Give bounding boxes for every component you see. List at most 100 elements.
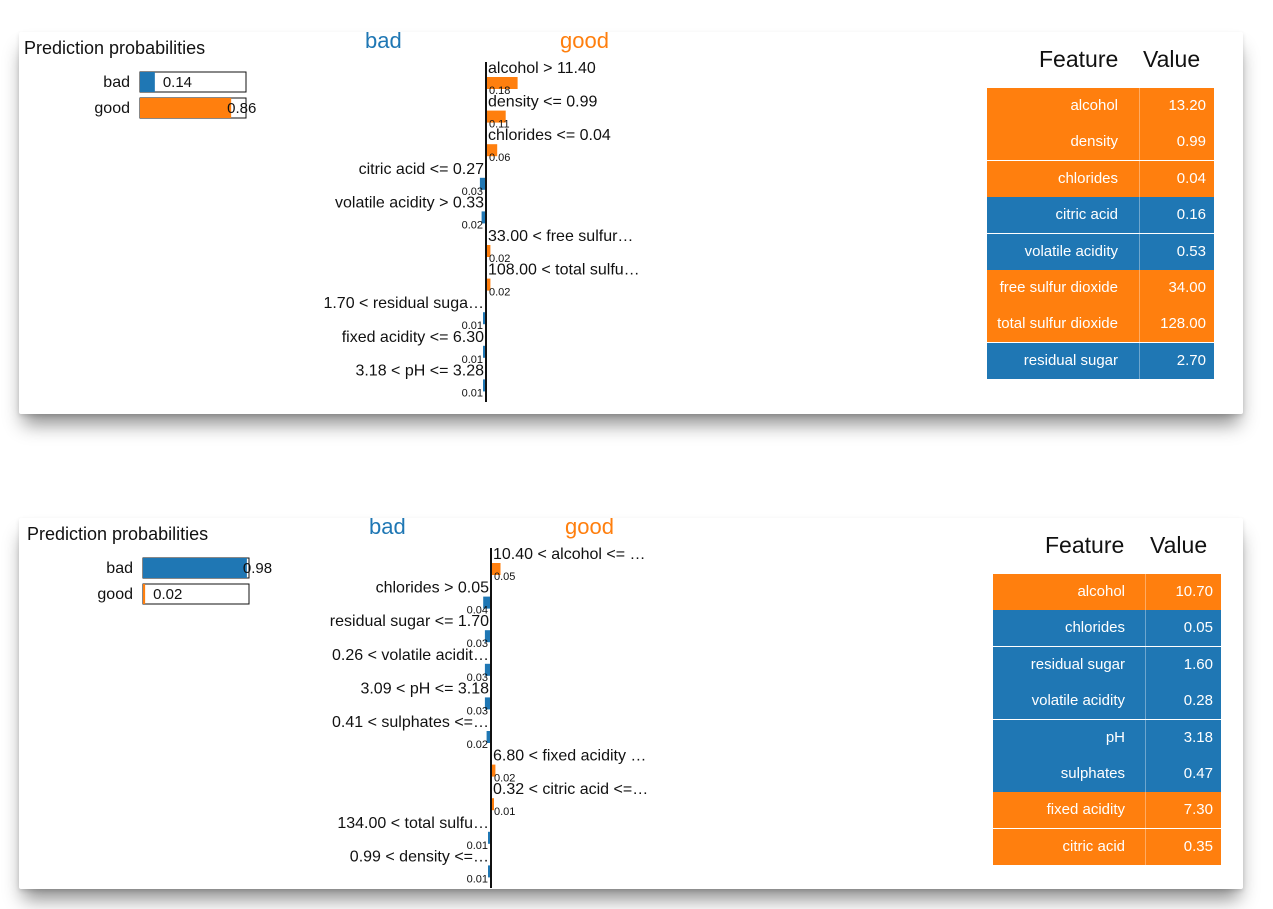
feature-name-cell: citric acid <box>1055 206 1118 224</box>
feature-value-cell: 0.99 <box>1176 133 1206 151</box>
value-column-header: Value <box>1150 532 1208 558</box>
feature-weight-bar <box>484 630 490 643</box>
feature-value-cell: 0.16 <box>1176 206 1206 224</box>
feature-weight-bar <box>492 764 496 777</box>
feature-weight-bar <box>488 831 490 844</box>
feature-table-row: sulphates 0.47 <box>993 756 1221 792</box>
cell-divider <box>1139 88 1140 124</box>
feature-table-row: residual sugar 1.60 <box>993 646 1221 683</box>
feature-label: density <= 0.99 <box>488 94 598 111</box>
feature-weight-value: 0.04 <box>467 605 488 617</box>
cell-divider <box>1139 270 1140 306</box>
feature-value-cell: 0.53 <box>1176 242 1206 260</box>
feature-weight-value: 0.01 <box>462 354 483 366</box>
feature-name-cell: chlorides <box>1057 169 1118 187</box>
feature-label: 3.09 < pH <= 3.18 <box>360 680 489 697</box>
feature-weight-bar <box>492 798 494 811</box>
feature-weight-bar <box>487 278 491 291</box>
feature-weight-value: 0.03 <box>467 638 488 650</box>
cell-divider <box>1139 160 1140 197</box>
prediction-probabilities-title: Prediction probabilities <box>24 38 206 58</box>
feature-weight-bar <box>486 731 490 743</box>
feature-label: 0.32 < citric acid <=… <box>493 781 648 798</box>
cell-divider <box>1139 124 1140 161</box>
feature-value-cell: 3.18 <box>1183 728 1213 746</box>
probability-bar-good <box>140 98 232 118</box>
feature-table-row: chlorides 0.04 <box>987 160 1214 197</box>
feature-value-cell: 1.60 <box>1183 655 1213 673</box>
feature-label: 33.00 < free sulfur… <box>488 228 633 245</box>
feature-weight-value: 0.01 <box>462 387 483 399</box>
feature-table-row: chlorides 0.05 <box>993 610 1221 647</box>
feature-weight-value: 0.03 <box>467 672 488 684</box>
cell-divider <box>1139 342 1140 379</box>
cell-divider <box>1145 792 1146 829</box>
cell-divider <box>1145 646 1146 683</box>
feature-value-cell: 0.28 <box>1183 692 1213 710</box>
feature-table-row: volatile acidity 0.28 <box>993 683 1221 720</box>
feature-weight-bar <box>487 144 498 157</box>
feature-weight-value: 0.03 <box>462 186 483 198</box>
feature-name-cell: density <box>1070 133 1118 151</box>
feature-name-cell: free sulfur dioxide <box>999 279 1118 296</box>
feature-label: 3.18 < pH <= 3.28 <box>355 362 484 379</box>
feature-weight-value: 0.01 <box>462 320 483 332</box>
feature-label: alcohol > 11.40 <box>488 60 596 77</box>
feature-name-cell: residual sugar <box>1023 351 1118 369</box>
cell-divider <box>1145 610 1146 647</box>
feature-label: chlorides > 0.05 <box>376 580 490 597</box>
feature-name-cell: residual sugar <box>1030 655 1125 673</box>
explanation-panel-2: Prediction probabilities bad 0.98 good 0.02… <box>19 514 1243 889</box>
feature-label: 1.70 < residual suga… <box>323 295 484 312</box>
feature-weight-value: 0.18 <box>489 85 510 97</box>
feature-weight-value: 0.02 <box>494 773 515 785</box>
good-class-header: good <box>560 28 609 53</box>
feature-weight-value: 0.11 <box>489 119 510 131</box>
feature-label: chlorides <= 0.04 <box>488 127 611 144</box>
feature-name-cell: volatile acidity <box>1024 242 1118 260</box>
probability-label-bad: bad <box>106 560 133 577</box>
feature-name-cell: fixed acidity <box>1046 801 1125 819</box>
feature-label: 6.80 < fixed acidity … <box>493 748 646 765</box>
feature-table-row: free sulfur dioxide 34.00 <box>987 270 1214 306</box>
feature-name-cell: pH <box>1105 728 1125 746</box>
probability-label-bad: bad <box>103 74 130 91</box>
explanation-panel-1: Prediction probabilities bad 0.14 good 0.86… <box>19 28 1243 414</box>
cell-divider <box>1139 197 1140 234</box>
feature-weight-bar <box>479 177 485 190</box>
feature-value-cell: 0.05 <box>1183 619 1213 637</box>
feature-column-header: Feature <box>1045 532 1125 558</box>
feature-value-cell: 13.20 <box>1168 97 1206 114</box>
feature-weight-value: 0.02 <box>462 219 483 231</box>
feature-name-cell: alcohol <box>1077 583 1125 600</box>
feature-weight-value: 0.02 <box>489 287 510 299</box>
feature-table-row: volatile acidity 0.53 <box>987 233 1214 270</box>
cell-divider <box>1145 683 1146 720</box>
feature-name-cell: volatile acidity <box>1031 692 1125 710</box>
feature-table-row: density 0.99 <box>987 124 1214 161</box>
feature-label: volatile acidity > 0.33 <box>335 194 484 211</box>
feature-weight-value: 0.02 <box>489 253 510 265</box>
feature-weight-value: 0.03 <box>467 705 488 717</box>
cell-divider <box>1139 233 1140 270</box>
feature-table-row: alcohol 13.20 <box>987 88 1214 124</box>
feature-name-cell: citric acid <box>1062 837 1125 855</box>
feature-column-header: Feature <box>1039 46 1119 72</box>
feature-label: fixed acidity <= 6.30 <box>342 329 484 346</box>
feature-value-cell: 2.70 <box>1176 351 1206 369</box>
feature-weight-value: 0.01 <box>494 806 515 818</box>
feature-value-cell: 7.30 <box>1183 801 1213 819</box>
bad-class-header: bad <box>365 28 402 53</box>
feature-value-cell: 0.47 <box>1183 765 1213 782</box>
probabilities-chart: bad 0.14 good 0.86 <box>94 71 256 119</box>
probabilities-chart: bad 0.98 good 0.02 <box>97 557 272 605</box>
feature-table-row: residual sugar 2.70 <box>987 342 1214 379</box>
probability-value-good: 0.86 <box>227 100 256 117</box>
feature-weight-bar <box>483 596 490 609</box>
feature-weight-bar <box>487 110 506 123</box>
feature-weight-bar <box>492 563 501 575</box>
feature-weight-bar <box>483 345 485 358</box>
feature-weight-bar <box>487 77 518 89</box>
feature-weight-bar <box>484 663 490 676</box>
cell-divider <box>1145 756 1146 792</box>
